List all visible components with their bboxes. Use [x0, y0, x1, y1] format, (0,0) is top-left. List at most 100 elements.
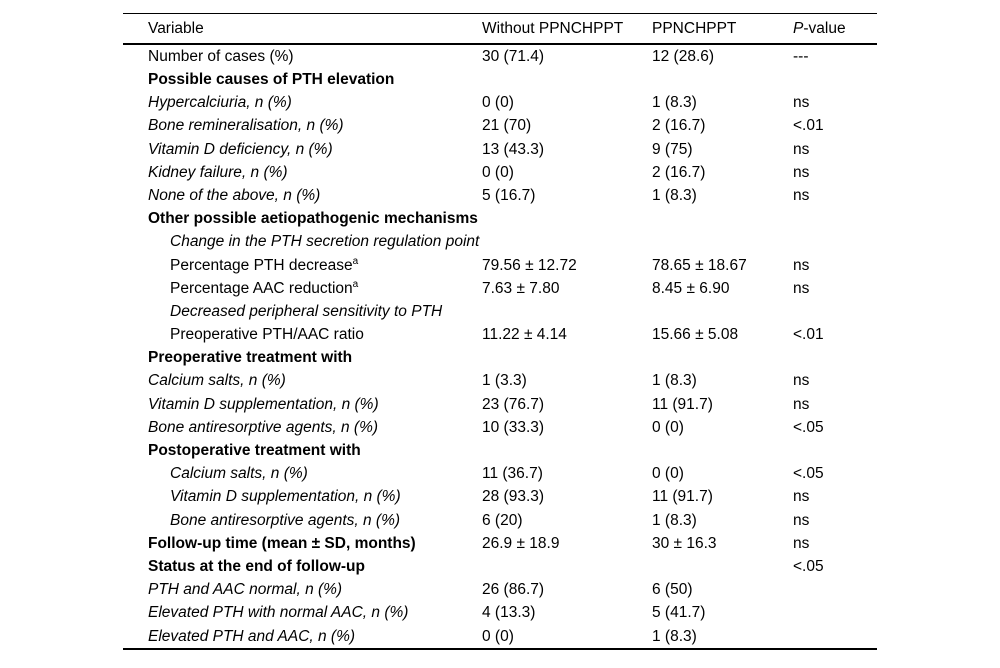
p-value-rest: -value [803, 19, 846, 37]
p-value-cell [793, 625, 877, 649]
p-value-cell: ns [793, 372, 810, 390]
p-value-cell: ns [793, 395, 810, 413]
comparison-table: Variable Without PPNCHPPT PPNCHPPT P-val… [123, 13, 877, 650]
ppnchppt-cell: 1 (8.3) [652, 627, 697, 645]
variable-cell: Vitamin D deficiency, n (%) [148, 140, 333, 158]
p-value-cell: <.01 [793, 117, 824, 135]
p-value-cell: --- [793, 47, 809, 65]
p-value-cell: ns [793, 511, 810, 529]
table-body: Number of cases (%) 30 (71.4) 12 (28.6) ---… [123, 44, 877, 649]
ppnchppt-cell: 30 ± 16.3 [652, 534, 717, 552]
without-ppnchppt-cell [482, 68, 652, 91]
ppnchppt-cell [652, 231, 793, 254]
table-row: Calcium salts, n (%) 11 (36.7) 0 (0) <.05 [123, 462, 877, 485]
p-value-cell: ns [793, 186, 810, 204]
without-ppnchppt-cell: 11.22 ± 4.14 [482, 326, 567, 344]
ppnchppt-cell: 8.45 ± 6.90 [652, 279, 730, 297]
p-value-cell: ns [793, 534, 810, 552]
table-row: Change in the PTH secretion regulation p… [123, 231, 877, 254]
without-ppnchppt-cell: 11 (36.7) [482, 465, 543, 483]
without-ppnchppt-cell: 26.9 ± 18.9 [482, 534, 560, 552]
p-value-cell: <.05 [793, 465, 824, 483]
ppnchppt-cell: 11 (91.7) [652, 395, 713, 413]
table-row: Postoperative treatment with [123, 439, 877, 462]
without-ppnchppt-cell [482, 207, 652, 230]
without-ppnchppt-cell: 7.63 ± 7.80 [482, 279, 560, 297]
without-ppnchppt-cell: 30 (71.4) [482, 47, 545, 65]
variable-cell: Other possible aetiopathogenic mechanism… [148, 210, 478, 228]
variable-cell: Change in the PTH secretion regulation p… [170, 233, 480, 251]
table-row: Other possible aetiopathogenic mechanism… [123, 207, 877, 230]
without-ppnchppt-cell: 0 (0) [482, 163, 514, 181]
variable-cell: Possible causes of PTH elevation [148, 71, 395, 89]
table-row: Preoperative treatment with [123, 346, 877, 369]
ppnchppt-cell [652, 207, 793, 230]
footnote-marker: a [352, 278, 359, 290]
variable-cell: Postoperative treatment with [148, 442, 361, 460]
without-ppnchppt-cell: 28 (93.3) [482, 488, 545, 506]
table-row: Bone antiresorptive agents, n (%) 10 (33.… [123, 416, 877, 439]
ppnchppt-cell: 6 (50) [652, 581, 693, 599]
p-value-cell: <.05 [793, 418, 824, 436]
p-value-cell: <.01 [793, 326, 824, 344]
without-ppnchppt-cell: 23 (76.7) [482, 395, 545, 413]
table-row: PTH and AAC normal, n (%) 26 (86.7) 6 (50) [123, 578, 877, 601]
ppnchppt-cell: 1 (8.3) [652, 511, 697, 529]
col-header-without-ppnchppt: Without PPNCHPPT [482, 13, 652, 45]
variable-cell: Percentage AAC reductiona [170, 278, 359, 297]
p-value-cell [793, 207, 877, 230]
without-ppnchppt-cell [482, 300, 652, 323]
ppnchppt-cell: 78.65 ± 18.67 [652, 256, 747, 274]
variable-cell: Hypercalciuria, n (%) [148, 94, 292, 112]
table-row: Bone remineralisation, n (%) 21 (70) 2 (16… [123, 115, 877, 138]
variable-cell: Calcium salts, n (%) [170, 465, 308, 483]
variable-cell: Decreased peripheral sensitivity to PTH [170, 302, 443, 320]
p-value-cell [793, 578, 877, 601]
without-ppnchppt-cell [482, 231, 652, 254]
without-ppnchppt-cell [482, 555, 652, 578]
ppnchppt-cell: 1 (8.3) [652, 94, 697, 112]
variable-cell: Follow-up time (mean ± SD, months) [148, 534, 416, 552]
footnote-marker: a [352, 255, 359, 267]
p-value-cell [793, 300, 877, 323]
table-row: None of the above, n (%) 5 (16.7) 1 (8.3) n… [123, 184, 877, 207]
variable-cell: Preoperative treatment with [148, 349, 353, 367]
without-ppnchppt-cell: 26 (86.7) [482, 581, 545, 599]
p-value-cell [793, 602, 877, 625]
variable-cell: Calcium salts, n (%) [148, 372, 286, 390]
table-row: Percentage PTH decreasea 79.56 ± 12.72 78.… [123, 254, 877, 277]
p-value-italic-letter: P [793, 19, 804, 37]
col-header-p-value: P-value [793, 13, 877, 45]
table-row: Elevated PTH with normal AAC, n (%) 4 (13… [123, 602, 877, 625]
without-ppnchppt-cell [482, 346, 652, 369]
without-ppnchppt-cell: 6 (20) [482, 511, 523, 529]
variable-cell: Number of cases (%) [148, 47, 294, 65]
table-row: Number of cases (%) 30 (71.4) 12 (28.6) --- [123, 44, 877, 68]
ppnchppt-cell: 15.66 ± 5.08 [652, 326, 739, 344]
table-row: Bone antiresorptive agents, n (%) 6 (20) 1… [123, 509, 877, 532]
without-ppnchppt-cell: 0 (0) [482, 94, 514, 112]
variable-cell: Vitamin D supplementation, n (%) [148, 395, 379, 413]
ppnchppt-cell [652, 68, 793, 91]
p-value-cell [793, 439, 877, 462]
table-row: Percentage AAC reductiona 7.63 ± 7.80 8.45… [123, 277, 877, 300]
p-value-cell: ns [793, 488, 810, 506]
variable-cell: Kidney failure, n (%) [148, 163, 288, 181]
variable-cell: Bone remineralisation, n (%) [148, 117, 344, 135]
table-row: Kidney failure, n (%) 0 (0) 2 (16.7) ns [123, 161, 877, 184]
header-row: Variable Without PPNCHPPT PPNCHPPT P-val… [123, 13, 877, 45]
ppnchppt-cell [652, 346, 793, 369]
ppnchppt-cell [652, 300, 793, 323]
ppnchppt-cell: 9 (75) [652, 140, 693, 158]
p-value-cell [793, 68, 877, 91]
variable-cell: None of the above, n (%) [148, 186, 321, 204]
variable-cell: Elevated PTH with normal AAC, n (%) [148, 604, 409, 622]
col-header-variable: Variable [123, 13, 482, 45]
variable-cell: Elevated PTH and AAC, n (%) [148, 627, 356, 645]
ppnchppt-cell: 1 (8.3) [652, 372, 697, 390]
table-row: Vitamin D supplementation, n (%) 28 (93.3… [123, 486, 877, 509]
comparison-table-container: Variable Without PPNCHPPT PPNCHPPT P-val… [123, 13, 877, 650]
ppnchppt-cell: 1 (8.3) [652, 186, 697, 204]
table-row: Follow-up time (mean ± SD, months) 26.9 ±… [123, 532, 877, 555]
ppnchppt-cell: 0 (0) [652, 465, 684, 483]
